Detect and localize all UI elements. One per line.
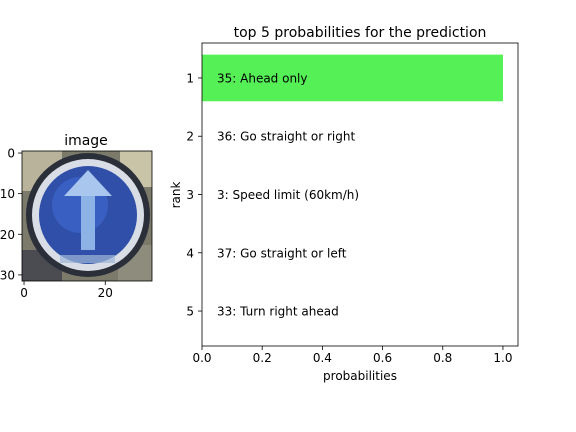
bar-label-rank-2: 36: Go straight or right [217, 130, 355, 144]
bar-chart: top 5 probabilities for the prediction 3… [169, 25, 519, 383]
ahead-only-sign-icon [21, 150, 153, 282]
x-tick-label: 0.2 [253, 351, 272, 365]
chart-title: top 5 probabilities for the prediction [234, 25, 487, 41]
image-x-tick-label: 20 [98, 286, 113, 300]
x-axis-label: probabilities [323, 369, 397, 383]
x-tick-label: 1.0 [493, 351, 512, 365]
x-tick-label: 0.6 [373, 351, 392, 365]
image-title: image [64, 133, 108, 149]
image-y-tick-label: 20 [0, 228, 15, 242]
image-y-tick-label: 10 [0, 187, 15, 201]
y-axis-ticks: 1 2 3 4 5 [186, 71, 202, 319]
image-x-tick-label: 0 [20, 286, 28, 300]
x-tick-label: 0.0 [192, 351, 211, 365]
x-tick-label: 0.4 [313, 351, 332, 365]
y-tick-label: 3 [186, 188, 194, 202]
x-axis-ticks: 0.0 0.2 0.4 0.6 0.8 1.0 [192, 346, 512, 365]
y-tick-label: 5 [186, 305, 194, 319]
image-axis-ticks: 0 20 0 10 20 30 [0, 147, 113, 300]
y-tick-label: 4 [186, 246, 194, 260]
image-y-tick-label: 30 [0, 268, 15, 282]
image-panel: image 0 20 0 10 20 30 [0, 133, 153, 300]
bar-label-rank-4: 37: Go straight or left [217, 246, 347, 260]
bars-layer [202, 54, 503, 102]
bar-rank-1 [202, 54, 503, 102]
y-tick-label: 1 [186, 71, 194, 85]
y-tick-label: 2 [186, 130, 194, 144]
image-y-tick-label: 0 [7, 147, 15, 161]
y-axis-label: rank [169, 182, 183, 209]
x-tick-label: 0.8 [433, 351, 452, 365]
bar-label-rank-3: 3: Speed limit (60km/h) [217, 188, 359, 202]
bar-labels-layer: 35: Ahead only 36: Go straight or right 3:… [217, 71, 359, 318]
bar-label-rank-5: 33: Turn right ahead [217, 305, 339, 319]
bar-label-rank-1: 35: Ahead only [217, 71, 308, 85]
